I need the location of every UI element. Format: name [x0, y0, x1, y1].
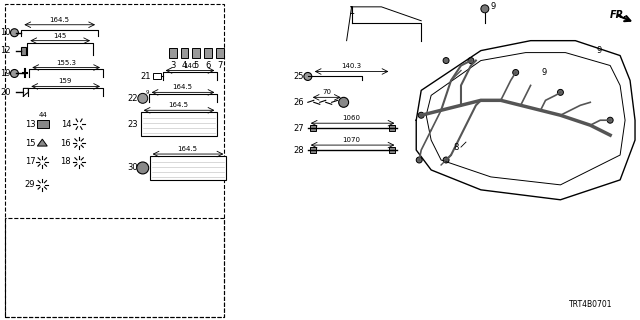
Text: 140: 140 — [183, 62, 196, 68]
Text: 155.3: 155.3 — [56, 60, 76, 66]
Bar — [150, 156, 227, 180]
Text: 6: 6 — [205, 60, 211, 69]
Text: 12: 12 — [0, 46, 10, 55]
Text: 9: 9 — [491, 2, 496, 11]
Circle shape — [513, 69, 518, 76]
Text: 18: 18 — [61, 157, 71, 166]
Text: 19: 19 — [0, 69, 10, 78]
Bar — [193, 48, 200, 58]
Text: 3: 3 — [170, 60, 175, 69]
Text: 1070: 1070 — [342, 137, 360, 143]
Text: 1060: 1060 — [342, 115, 360, 121]
Bar — [141, 112, 218, 136]
Circle shape — [557, 89, 563, 95]
Text: 23: 23 — [127, 120, 138, 129]
Circle shape — [416, 157, 422, 163]
Bar — [389, 147, 396, 153]
Text: 30: 30 — [127, 164, 138, 172]
Text: 15: 15 — [25, 139, 35, 148]
Circle shape — [10, 69, 19, 77]
Bar — [37, 120, 49, 128]
Bar — [389, 125, 396, 131]
Circle shape — [443, 58, 449, 64]
Circle shape — [138, 93, 148, 103]
Circle shape — [481, 5, 489, 13]
Bar — [310, 125, 316, 131]
Text: TRT4B0701: TRT4B0701 — [568, 300, 612, 309]
Text: 22: 22 — [127, 94, 138, 103]
Text: 164.5: 164.5 — [173, 84, 193, 90]
Circle shape — [137, 162, 148, 174]
Circle shape — [10, 29, 19, 37]
Circle shape — [443, 157, 449, 163]
Bar — [168, 48, 177, 58]
Text: 164.5: 164.5 — [168, 102, 189, 108]
Text: 145: 145 — [54, 33, 67, 39]
Bar — [204, 48, 212, 58]
Bar — [310, 147, 316, 153]
Text: 7: 7 — [218, 60, 223, 69]
Bar — [6, 218, 224, 317]
Text: 29: 29 — [25, 180, 35, 189]
Text: 159: 159 — [58, 78, 72, 84]
Circle shape — [304, 73, 312, 80]
Text: 44: 44 — [39, 112, 47, 118]
Text: 9: 9 — [541, 68, 547, 77]
Circle shape — [339, 97, 349, 107]
Circle shape — [418, 112, 424, 118]
Text: 17: 17 — [25, 157, 35, 166]
Text: 16: 16 — [61, 139, 71, 148]
Text: FR.: FR. — [610, 10, 628, 20]
Bar — [21, 47, 26, 55]
Text: 21: 21 — [140, 72, 150, 81]
Text: 26: 26 — [293, 98, 304, 107]
Circle shape — [607, 117, 613, 123]
Bar — [180, 48, 189, 58]
Text: 5: 5 — [194, 60, 199, 69]
Polygon shape — [37, 139, 47, 146]
Bar — [6, 4, 224, 317]
Text: 28: 28 — [293, 146, 304, 155]
Circle shape — [468, 58, 474, 64]
Text: 9: 9 — [596, 46, 602, 55]
Text: 27: 27 — [293, 124, 304, 133]
Text: 20: 20 — [0, 88, 10, 97]
Text: 164.5: 164.5 — [177, 146, 198, 152]
Text: 4: 4 — [182, 60, 187, 69]
Text: 25: 25 — [293, 72, 304, 81]
Text: 14: 14 — [61, 120, 71, 129]
Bar — [153, 74, 161, 79]
Text: 140.3: 140.3 — [342, 63, 362, 69]
Text: 13: 13 — [25, 120, 35, 129]
Text: 1: 1 — [349, 6, 355, 16]
Bar — [216, 48, 224, 58]
Text: 164.5: 164.5 — [49, 17, 69, 23]
Text: 9: 9 — [146, 90, 149, 95]
Text: 8: 8 — [454, 143, 459, 152]
Text: 70: 70 — [322, 89, 332, 95]
Text: 10: 10 — [0, 28, 10, 37]
